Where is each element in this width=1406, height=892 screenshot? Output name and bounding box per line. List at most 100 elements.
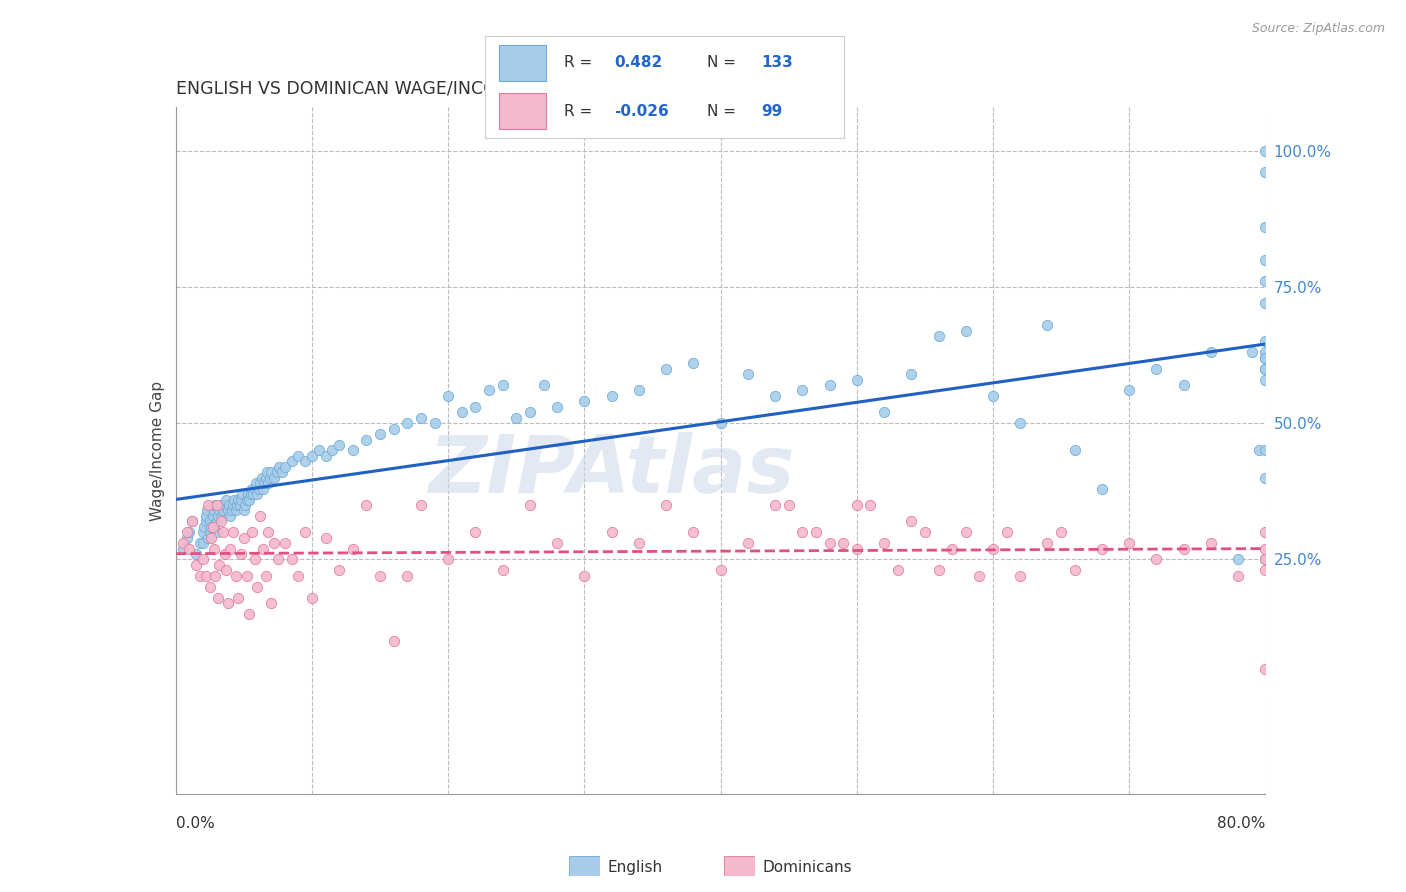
Point: [832, 536, 855, 550]
Point: [231, 492, 253, 507]
FancyBboxPatch shape: [499, 45, 546, 81]
Point: [450, 405, 472, 419]
Point: [257, 476, 280, 491]
Point: [240, 482, 263, 496]
Point: [201, 520, 224, 534]
Point: [710, 416, 733, 430]
Point: [176, 525, 198, 540]
Point: [519, 405, 541, 419]
Point: [181, 514, 204, 528]
Point: [356, 498, 378, 512]
Point: [267, 552, 290, 566]
Point: [204, 498, 226, 512]
Point: [1254, 552, 1277, 566]
Point: [981, 541, 1004, 556]
Point: [818, 378, 841, 392]
Point: [478, 384, 501, 398]
Point: [342, 443, 364, 458]
Point: [655, 361, 678, 376]
Point: [409, 498, 432, 512]
Point: [253, 476, 276, 491]
Point: [263, 471, 285, 485]
Point: [600, 525, 623, 540]
Point: [249, 508, 271, 523]
Point: [205, 514, 228, 528]
Point: [271, 465, 294, 479]
Point: [328, 438, 350, 452]
Point: [873, 405, 896, 419]
Point: [1063, 563, 1085, 577]
Point: [214, 547, 236, 561]
Point: [208, 558, 231, 572]
Point: [257, 525, 280, 540]
Point: [254, 569, 277, 583]
Point: [859, 498, 882, 512]
Point: [1254, 144, 1277, 158]
Point: [600, 389, 623, 403]
Point: [1036, 536, 1059, 550]
Point: [205, 525, 228, 540]
Point: [179, 541, 201, 556]
Text: R =: R =: [564, 55, 592, 70]
Point: [1091, 482, 1114, 496]
Point: [280, 454, 302, 468]
Point: [194, 508, 217, 523]
Point: [1254, 471, 1277, 485]
Point: [179, 525, 201, 540]
Point: [437, 389, 460, 403]
Text: Source: ZipAtlas.com: Source: ZipAtlas.com: [1251, 22, 1385, 36]
Point: [308, 443, 330, 458]
Point: [1254, 563, 1277, 577]
Point: [845, 541, 868, 556]
Point: [1254, 334, 1277, 349]
Point: [423, 416, 446, 430]
Point: [955, 525, 977, 540]
Point: [209, 514, 232, 528]
Point: [315, 531, 337, 545]
Point: [202, 503, 225, 517]
Point: [900, 367, 922, 381]
Point: [221, 503, 243, 517]
Point: [1254, 275, 1277, 289]
Point: [409, 410, 432, 425]
Point: [205, 498, 228, 512]
Point: [195, 503, 218, 517]
Point: [1144, 552, 1167, 566]
Point: [1254, 361, 1277, 376]
Point: [263, 536, 285, 550]
Point: [321, 443, 343, 458]
Point: [204, 569, 226, 583]
Point: [274, 459, 297, 474]
Text: 0.0%: 0.0%: [176, 815, 215, 830]
Point: [212, 525, 235, 540]
Point: [792, 525, 814, 540]
Point: [1254, 351, 1277, 365]
Point: [627, 384, 650, 398]
Point: [243, 482, 266, 496]
Point: [245, 476, 267, 491]
Point: [778, 498, 800, 512]
Point: [1254, 345, 1277, 359]
Point: [1254, 165, 1277, 179]
Point: [202, 541, 225, 556]
Point: [219, 541, 242, 556]
Y-axis label: Wage/Income Gap: Wage/Income Gap: [149, 380, 165, 521]
Point: [211, 508, 233, 523]
Text: English: English: [607, 861, 662, 875]
Point: [1254, 525, 1277, 540]
Point: [198, 514, 221, 528]
Point: [214, 498, 236, 512]
Point: [193, 520, 215, 534]
Text: 133: 133: [761, 55, 793, 70]
Point: [188, 536, 211, 550]
Point: [201, 508, 224, 523]
Point: [186, 547, 208, 561]
Point: [243, 552, 266, 566]
Point: [260, 465, 283, 479]
Point: [914, 525, 936, 540]
Point: [682, 525, 704, 540]
Text: R =: R =: [564, 103, 592, 119]
Point: [225, 569, 247, 583]
Point: [301, 591, 323, 605]
Point: [215, 563, 238, 577]
